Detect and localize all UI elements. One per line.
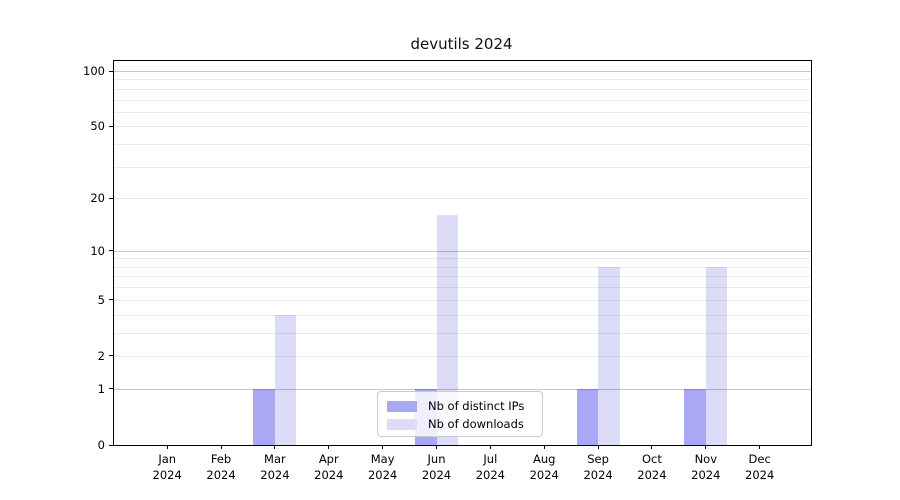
x-tick-mark-may (382, 445, 384, 449)
gridline-minor-40 (114, 144, 811, 146)
gridline-major-1 (114, 388, 811, 390)
gridline-minor-30 (114, 166, 811, 168)
legend: Nb of distinct IPs Nb of downloads (377, 391, 543, 437)
x-tick-mark-jan (166, 445, 168, 449)
x-tick-label-nov: Nov 2024 (691, 452, 721, 482)
x-tick-mark-dec (759, 445, 761, 449)
gridline-minor-20 (114, 198, 811, 200)
legend-swatch-downloads (387, 418, 417, 430)
gridline-minor-7 (114, 276, 811, 278)
gridline-minor-9 (114, 258, 811, 260)
plot-area: 0 1 2 5 10 20 50 100 Jan 2024 Feb 2024 Mar 2024 Apr 202… (83, 60, 812, 482)
y-tick-label-20: 20 (90, 191, 105, 206)
legend-label-distinct-ips: Nb of distinct IPs (428, 399, 525, 413)
x-tick-label-jul: Jul 2024 (475, 452, 505, 482)
x-tick-mark-aug (543, 445, 545, 449)
x-tick-mark-sep (597, 445, 599, 449)
y-tick-mark-20 (109, 197, 113, 199)
bar-downloads-mar (274, 314, 297, 445)
x-tick-mark-oct (651, 445, 653, 449)
x-tick-mark-nov (705, 445, 707, 449)
bar-downloads-sep (598, 266, 620, 445)
x-tick-mark-jun (436, 445, 437, 449)
x-tick-label-oct: Oct 2024 (637, 452, 667, 482)
legend-entry-downloads: Nb of downloads (387, 415, 533, 433)
bar-distinct-ips-nov (684, 388, 706, 445)
y-tick-label-2: 2 (97, 348, 105, 363)
gridline-minor-50 (114, 126, 811, 128)
gridline-minor-8 (114, 266, 811, 268)
gridline-major-10 (114, 250, 811, 252)
gridline-minor-4 (114, 314, 811, 316)
y-tick-mark-1 (109, 388, 113, 390)
x-tick-label-jan: Jan 2024 (152, 452, 182, 482)
x-tick-label-mar: Mar 2024 (260, 452, 290, 482)
chart-title: devutils 2024 (410, 35, 513, 53)
y-tick-label-10: 10 (90, 243, 105, 258)
y-tick-label-100: 100 (83, 64, 105, 78)
gridline-major-100 (114, 71, 811, 72)
gridline-minor-90 (114, 79, 811, 81)
x-tick-mark-apr (328, 445, 330, 449)
bar-distinct-ips-sep (576, 388, 599, 445)
x-tick-label-jun: Jun 2024 (421, 452, 452, 482)
y-tick-label-50: 50 (90, 119, 105, 134)
gridline-minor-60 (114, 111, 811, 113)
y-tick-label-1: 1 (97, 381, 105, 396)
x-tick-label-dec: Dec 2024 (745, 452, 775, 482)
x-tick-label-apr: Apr 2024 (314, 452, 344, 482)
x-tick-mark-jul (489, 445, 491, 449)
y-tick-label-5: 5 (97, 292, 105, 307)
bar-distinct-ips-mar (253, 388, 275, 445)
bar-downloads-nov (705, 266, 728, 445)
legend-swatch-distinct-ips (387, 400, 417, 412)
gridline-minor-2 (114, 355, 811, 357)
x-tick-mark-feb (220, 445, 222, 449)
bar-downloads-jun (436, 215, 458, 445)
gridline-minor-70 (114, 99, 811, 101)
y-tick-mark-2 (109, 355, 113, 357)
y-tick-label-0: 0 (97, 438, 105, 452)
x-tick-mark-mar (274, 445, 276, 449)
legend-label-downloads: Nb of downloads (428, 417, 524, 431)
x-tick-label-feb: Feb 2024 (206, 452, 236, 482)
y-tick-mark-100 (109, 70, 113, 72)
x-tick-label-may: May 2024 (367, 452, 398, 482)
y-tick-mark-10 (109, 250, 113, 252)
gridline-minor-80 (114, 88, 811, 90)
x-tick-label-sep: Sep 2024 (583, 452, 613, 482)
gridline-minor-6 (114, 287, 811, 289)
y-tick-mark-50 (109, 125, 113, 127)
y-tick-mark-0 (109, 444, 113, 446)
gridline-minor-3 (114, 332, 811, 334)
legend-entry-distinct-ips: Nb of distinct IPs (387, 397, 533, 415)
gridline-minor-5 (114, 299, 811, 301)
x-tick-label-aug: Aug 2024 (529, 452, 559, 482)
y-tick-mark-5 (109, 299, 113, 301)
